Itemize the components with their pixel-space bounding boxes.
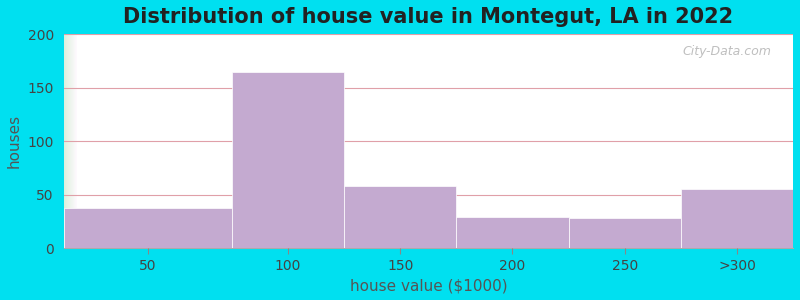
Y-axis label: houses: houses [7,114,22,168]
Bar [344,186,456,248]
Title: Distribution of house value in Montegut, LA in 2022: Distribution of house value in Montegut,… [123,7,734,27]
Bar [681,189,793,248]
Bar [232,71,344,248]
Bar [63,208,232,248]
X-axis label: house value ($1000): house value ($1000) [350,278,507,293]
Text: City-Data.com: City-Data.com [682,45,771,58]
Bar [569,218,681,248]
Bar [456,217,569,248]
